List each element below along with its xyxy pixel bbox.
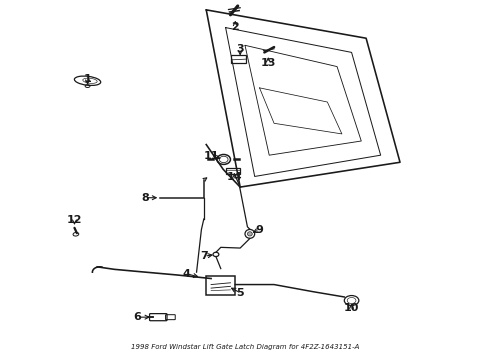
Text: 12: 12 bbox=[67, 215, 82, 225]
Text: 2: 2 bbox=[231, 22, 239, 32]
Text: 9: 9 bbox=[256, 225, 264, 235]
Text: 5: 5 bbox=[236, 288, 244, 298]
Text: 6: 6 bbox=[133, 312, 142, 322]
Text: 11: 11 bbox=[203, 151, 219, 161]
Text: 13: 13 bbox=[261, 58, 276, 68]
Text: 4: 4 bbox=[183, 269, 191, 279]
Bar bbox=[206, 276, 235, 295]
Text: 8: 8 bbox=[142, 193, 149, 203]
Text: 10: 10 bbox=[344, 303, 359, 313]
Text: 1: 1 bbox=[84, 74, 92, 84]
Text: 3: 3 bbox=[236, 44, 244, 54]
Text: 14: 14 bbox=[226, 172, 242, 182]
Text: 7: 7 bbox=[200, 251, 208, 261]
Text: 1998 Ford Windstar Lift Gate Latch Diagram for 4F2Z-1643151-A: 1998 Ford Windstar Lift Gate Latch Diagr… bbox=[131, 344, 359, 350]
Bar bbox=[225, 168, 240, 174]
Ellipse shape bbox=[247, 232, 252, 236]
